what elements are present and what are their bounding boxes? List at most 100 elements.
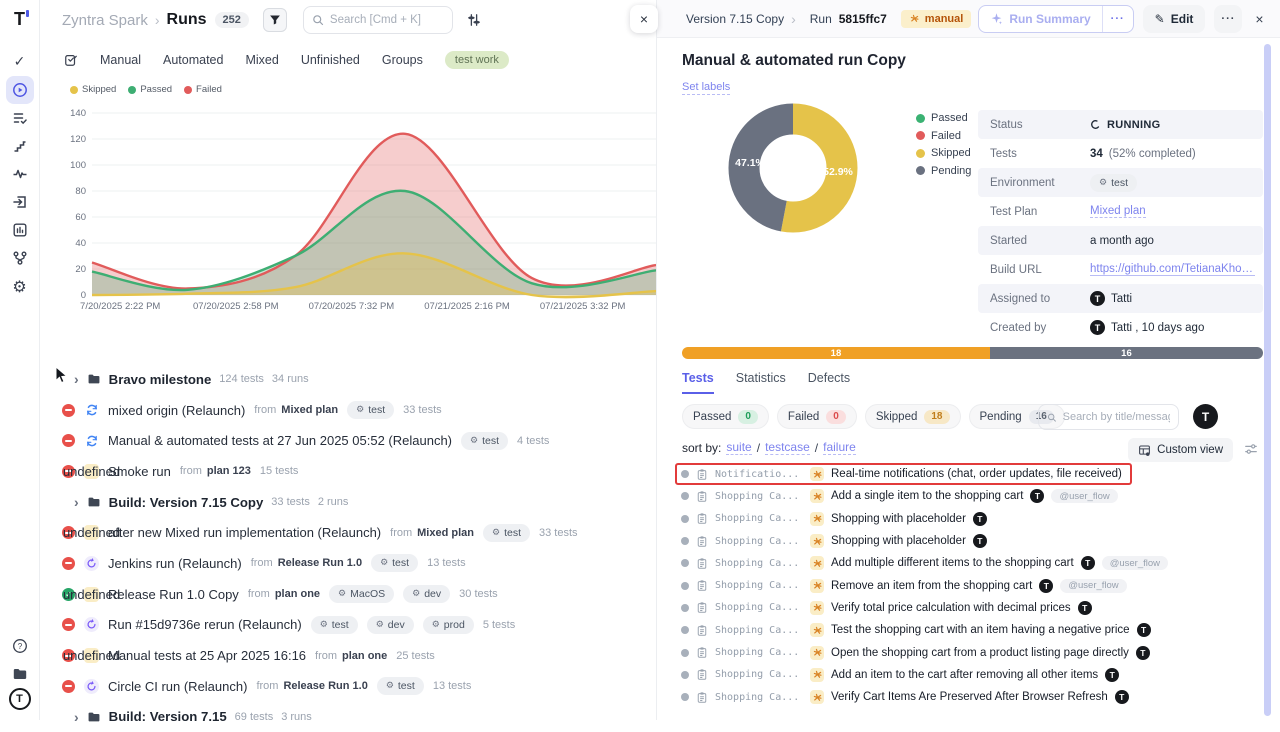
test-title[interactable]: Shopping with placeholder bbox=[831, 535, 966, 548]
suite-name[interactable]: Shopping Ca... bbox=[715, 624, 800, 636]
edit-button[interactable]: ✎ Edit bbox=[1142, 4, 1206, 33]
run-title[interactable]: Smoke run bbox=[108, 463, 171, 479]
report-icon[interactable] bbox=[6, 216, 34, 244]
run-folder-row[interactable]: › Build: Version 7.15 Copy 33 tests 2 runs bbox=[74, 494, 349, 511]
test-title[interactable]: Remove an item from the shopping cart bbox=[831, 579, 1033, 592]
runs-tab-manual[interactable]: Manual bbox=[100, 53, 141, 67]
plan-link[interactable]: plan 123 bbox=[206, 465, 251, 478]
run-title[interactable]: Circle CI run (Relaunch) bbox=[108, 678, 248, 694]
run-folder-row[interactable]: › Build: Version 7.15 69 tests 3 runs bbox=[74, 708, 312, 725]
test-title[interactable]: Add a single item to the shopping cart bbox=[831, 490, 1024, 503]
suite-name[interactable]: Shopping Ca... bbox=[715, 580, 800, 592]
suite-name[interactable]: Shopping Ca... bbox=[715, 602, 800, 614]
active-filter-badge[interactable]: test work bbox=[444, 51, 509, 69]
suite-name[interactable]: Shopping Ca... bbox=[715, 669, 800, 681]
test-row[interactable]: Shopping Ca... Shopping with placeholder T bbox=[675, 530, 997, 552]
close-panel-button[interactable]: × bbox=[630, 5, 658, 33]
test-title[interactable]: Add multiple different items to the shop… bbox=[831, 557, 1074, 570]
run-title[interactable]: Jenkins run (Relaunch) bbox=[108, 555, 242, 571]
check-icon[interactable]: ✓ bbox=[13, 54, 26, 70]
plan-link[interactable]: Mixed plan bbox=[417, 526, 474, 539]
checklist-icon[interactable] bbox=[6, 104, 34, 132]
folder-name[interactable]: Bravo milestone bbox=[108, 371, 212, 387]
run-summary-button[interactable]: Run Summary ··· bbox=[978, 4, 1134, 33]
help-icon[interactable]: ? bbox=[6, 632, 34, 660]
environment-badge[interactable]: ⚙ test bbox=[1090, 173, 1138, 192]
assignee-filter-avatar[interactable]: T bbox=[1193, 404, 1218, 429]
tab-tests[interactable]: Tests bbox=[682, 371, 714, 394]
suite-name[interactable]: Shopping Ca... bbox=[715, 691, 800, 703]
runs-tab-mixed[interactable]: Mixed bbox=[245, 53, 279, 67]
tab-defects[interactable]: Defects bbox=[807, 371, 851, 385]
test-row[interactable]: Shopping Ca... Add multiple different ite… bbox=[675, 552, 1178, 574]
custom-view-button[interactable]: Custom view bbox=[1128, 438, 1233, 462]
plan-link[interactable]: Mixed plan bbox=[281, 404, 339, 417]
breadcrumb-project[interactable]: Zyntra Spark bbox=[62, 11, 148, 29]
test-title[interactable]: Verify Cart Items Are Preserved After Br… bbox=[831, 691, 1108, 704]
plan-link[interactable]: plan one bbox=[274, 588, 321, 601]
folder-name[interactable]: Build: Version 7.15 Copy bbox=[108, 494, 264, 510]
run-row[interactable]: Manual & automated tests at 27 Jun 2025 … bbox=[40, 425, 656, 456]
plan-link[interactable]: plan one bbox=[342, 649, 388, 662]
scrollbar[interactable] bbox=[1264, 44, 1271, 716]
test-title[interactable]: Open the shopping cart from a product li… bbox=[831, 646, 1129, 659]
run-row[interactable]: Run #15d9736e rerun (Relaunch) ⚙ test ⚙ dev ⚙… bbox=[40, 610, 656, 641]
app-logo[interactable]: T bbox=[14, 8, 29, 30]
adjust-columns-icon[interactable] bbox=[467, 13, 481, 27]
test-row[interactable]: Shopping Ca... Open the shopping cart fro… bbox=[675, 641, 1160, 663]
gear-icon[interactable]: ⚙ bbox=[12, 276, 27, 296]
run-row[interactable]: undefined Smoke run from plan 123 15 tests bbox=[62, 463, 299, 479]
runs-search-input[interactable] bbox=[329, 14, 444, 26]
run-title[interactable]: mixed origin (Relaunch) bbox=[108, 402, 246, 418]
test-row[interactable]: Shopping Ca... Verify Cart Items Are Pres… bbox=[675, 686, 1139, 708]
run-row[interactable]: Circle CI run (Relaunch) from Release Run … bbox=[40, 671, 656, 702]
test-row[interactable]: Shopping Ca... Test the shopping cart wit… bbox=[675, 619, 1161, 641]
suite-name[interactable]: Shopping Ca... bbox=[715, 647, 800, 659]
more-actions-button[interactable]: ··· bbox=[1214, 4, 1243, 33]
build-url-link[interactable]: https://github.com/TetianaKhomen... bbox=[1090, 263, 1255, 276]
suite-name[interactable]: Shopping Ca... bbox=[715, 513, 800, 525]
runs-icon[interactable] bbox=[5, 76, 34, 104]
view-settings-icon[interactable] bbox=[1244, 442, 1258, 456]
test-plan-link[interactable]: Mixed plan bbox=[1090, 205, 1146, 218]
plan-link[interactable]: Release Run 1.0 bbox=[283, 680, 368, 693]
run-row[interactable]: Jenkins run (Relaunch) from Release Run 1.… bbox=[40, 548, 656, 579]
test-title[interactable]: Verify total price calculation with deci… bbox=[831, 601, 1071, 614]
run-row[interactable]: undefined Manual tests at 25 Apr 2025 16:… bbox=[62, 648, 435, 664]
sort-by-suite[interactable]: suite bbox=[726, 440, 752, 455]
suite-name[interactable]: Shopping Ca... bbox=[715, 535, 800, 547]
test-tag[interactable]: @user_flow bbox=[1060, 578, 1127, 593]
sort-by-testcase[interactable]: testcase bbox=[765, 440, 810, 455]
suite-name[interactable]: Shopping Ca... bbox=[715, 557, 800, 569]
run-folder-row[interactable]: › Bravo milestone 124 tests 34 runs bbox=[74, 371, 309, 388]
tests-search-input[interactable] bbox=[1062, 411, 1170, 423]
run-title[interactable]: Release Run 1.0 Copy bbox=[108, 586, 239, 602]
set-labels-link[interactable]: Set labels bbox=[682, 81, 731, 95]
test-tag[interactable]: @user_flow bbox=[1101, 556, 1169, 571]
breadcrumb-folder[interactable]: Version 7.15 Copy bbox=[686, 11, 785, 26]
sort-by-failure[interactable]: failure bbox=[823, 440, 856, 455]
test-title[interactable]: Add an item to the cart after removing a… bbox=[831, 668, 1099, 681]
test-tag[interactable]: @user_flow bbox=[1051, 489, 1118, 504]
test-row[interactable]: Shopping Ca... Add a single item to the s… bbox=[675, 485, 1128, 507]
steps-icon[interactable] bbox=[6, 132, 34, 160]
pulse-icon[interactable] bbox=[6, 160, 34, 188]
projects-folder-icon[interactable] bbox=[6, 660, 34, 688]
test-title[interactable]: Test the shopping cart with an item havi… bbox=[831, 624, 1130, 637]
branch-icon[interactable] bbox=[6, 244, 34, 272]
select-all-icon[interactable] bbox=[64, 53, 78, 67]
import-icon[interactable] bbox=[6, 188, 34, 216]
tab-statistics[interactable]: Statistics bbox=[735, 371, 786, 385]
close-detail-button[interactable]: × bbox=[1255, 10, 1264, 27]
test-row-highlighted[interactable]: Notificatio... Real-time notifications (c… bbox=[675, 463, 1132, 486]
run-summary-more-icon[interactable]: ··· bbox=[1110, 12, 1125, 25]
chevron-right-icon[interactable]: › bbox=[74, 371, 79, 388]
test-title[interactable]: Real-time notifications (chat, order upd… bbox=[831, 468, 1122, 481]
filter-pill-passed[interactable]: Passed 0 bbox=[682, 404, 769, 429]
chevron-right-icon[interactable]: › bbox=[74, 708, 79, 725]
filter-pill-skipped[interactable]: Skipped 18 bbox=[864, 404, 961, 429]
test-row[interactable]: Shopping Ca... Verify total price calcula… bbox=[675, 597, 1102, 619]
runs-search[interactable] bbox=[302, 6, 453, 34]
filter-button[interactable] bbox=[262, 8, 287, 32]
run-row[interactable]: mixed origin (Relaunch) from Mixed plan ⚙ te… bbox=[40, 395, 656, 426]
